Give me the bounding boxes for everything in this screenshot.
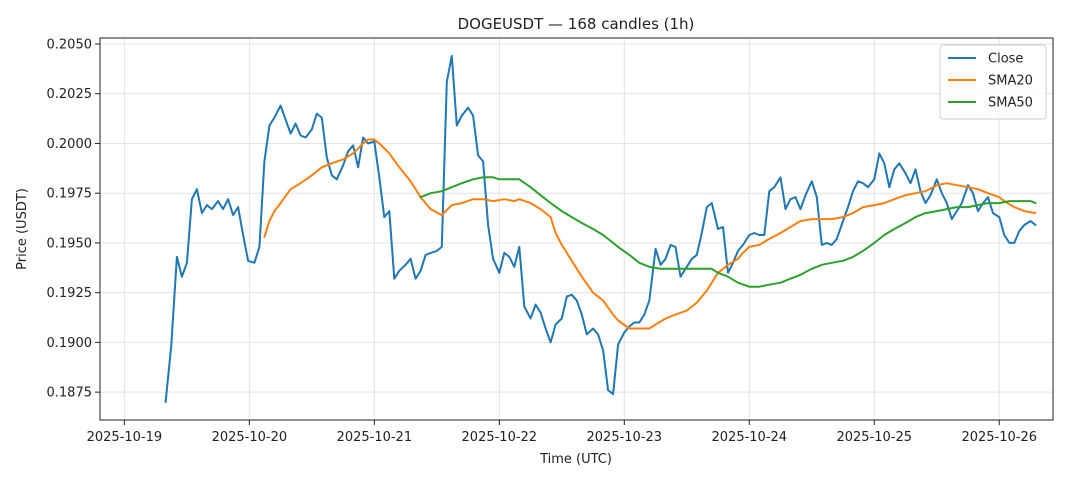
series-line-sma50 xyxy=(419,176,1037,288)
x-tick-label: 2025-10-21 xyxy=(337,430,413,445)
y-tick-label: 0.2000 xyxy=(47,137,93,152)
series-line-sma20 xyxy=(263,138,1037,330)
x-tick-label: 2025-10-26 xyxy=(961,430,1037,445)
x-tick-label: 2025-10-22 xyxy=(462,430,538,445)
x-tick-label: 2025-10-20 xyxy=(212,430,288,445)
series-line-close xyxy=(164,54,1037,404)
chart-title: DOGEUSDT — 168 candles (1h) xyxy=(458,15,695,33)
y-tick-label: 0.1950 xyxy=(47,236,93,251)
y-tick-label: 0.2050 xyxy=(47,37,93,52)
legend-label: Close xyxy=(988,52,1023,67)
y-tick-label: 0.2025 xyxy=(47,87,93,102)
y-tick-label: 0.1875 xyxy=(47,386,93,401)
legend-box xyxy=(939,44,1047,120)
y-tick-label: 0.1900 xyxy=(47,336,93,351)
x-tick-label: 2025-10-24 xyxy=(712,430,788,445)
x-tick-label: 2025-10-23 xyxy=(587,430,663,445)
plot-frame xyxy=(99,37,1054,421)
legend-label: SMA50 xyxy=(988,96,1033,111)
x-tick-label: 2025-10-25 xyxy=(836,430,912,445)
x-axis-title: Time (UTC) xyxy=(539,452,612,467)
y-tick-label: 0.1975 xyxy=(47,187,93,202)
y-tick-label: 0.1925 xyxy=(47,286,93,301)
y-axis-title: Price (USDT) xyxy=(15,188,30,270)
x-tick-label: 2025-10-19 xyxy=(87,430,163,445)
legend-label: SMA20 xyxy=(988,74,1033,89)
tick-layer: 2025-10-19 2025-10-20 2025-10-21 2025-10-22… xyxy=(47,37,1038,445)
legend: Close SMA20 SMA50 xyxy=(939,44,1047,120)
series-layer xyxy=(164,54,1037,404)
